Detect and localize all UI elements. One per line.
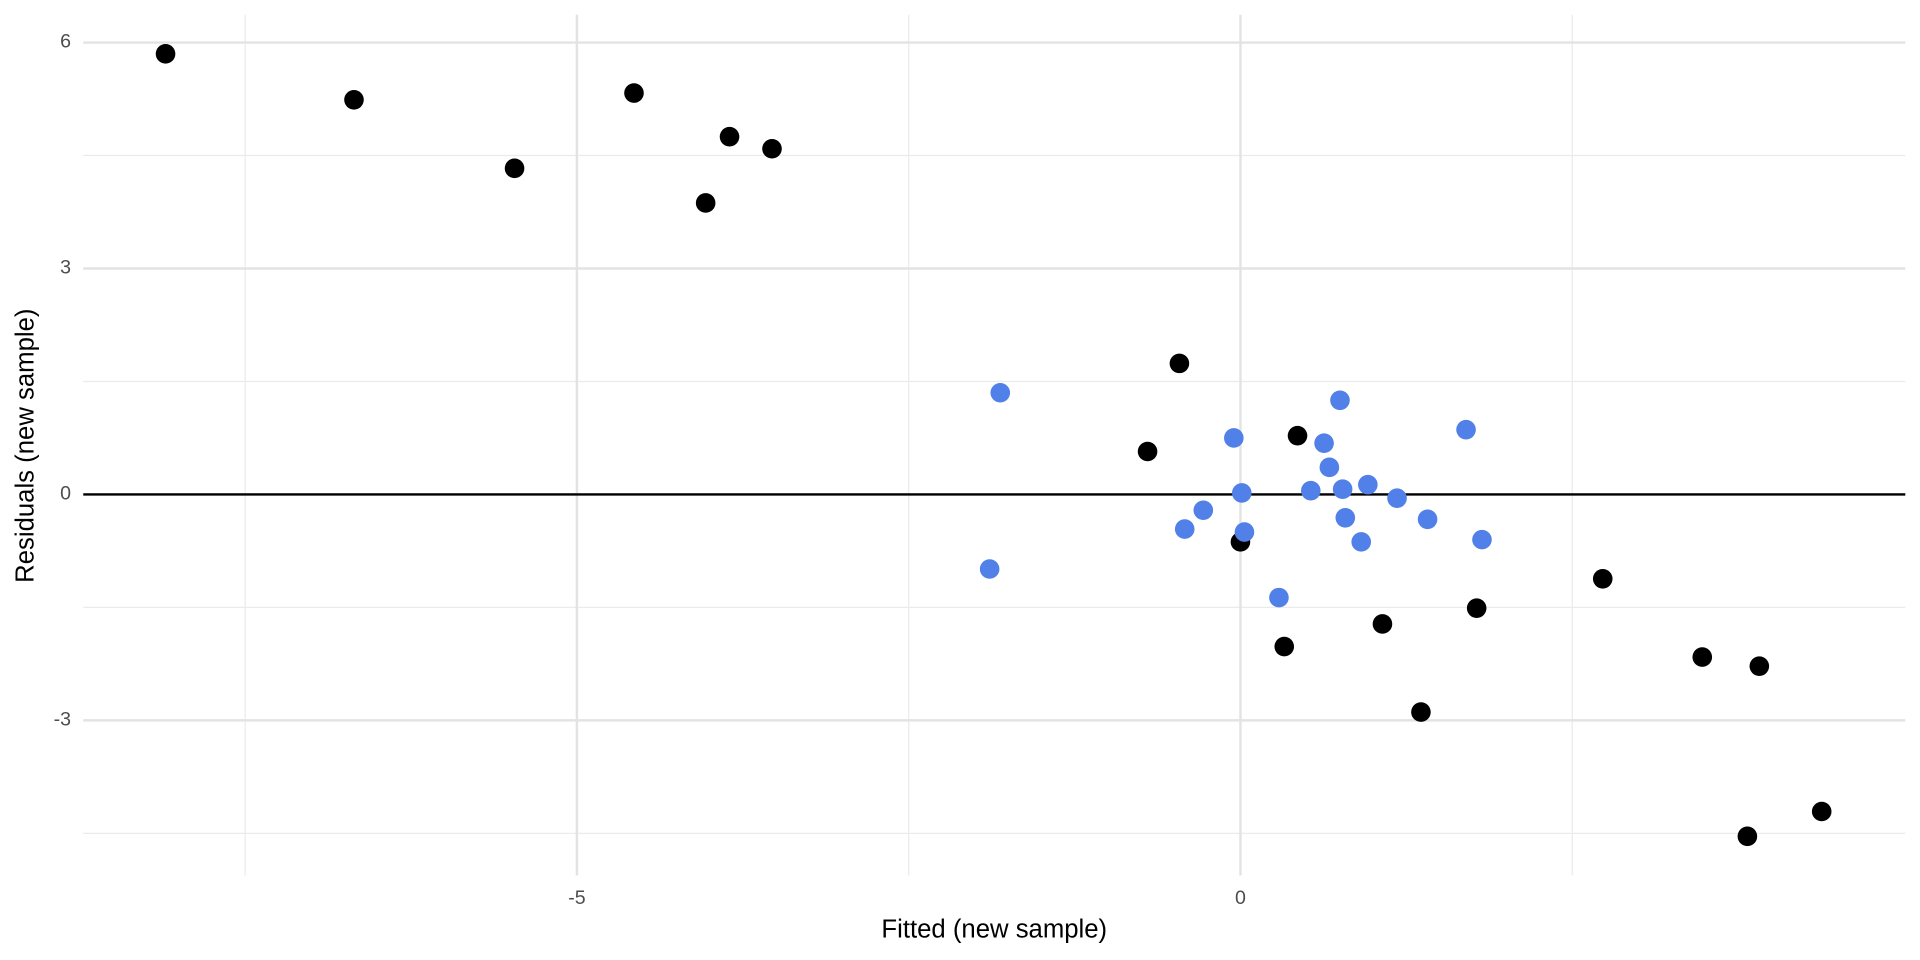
point [1234, 522, 1255, 542]
point [1466, 598, 1487, 618]
point [1137, 441, 1158, 462]
point [1332, 479, 1353, 499]
point [1274, 636, 1295, 657]
y-tick-label: 6 [60, 31, 71, 53]
point [1372, 614, 1393, 634]
point [1472, 529, 1492, 550]
x-axis-title: Fitted (new sample) [881, 915, 1107, 943]
point [624, 83, 644, 103]
point [1335, 507, 1356, 528]
point [1692, 647, 1713, 667]
y-tick-label: 3 [60, 257, 71, 279]
point [1193, 500, 1214, 521]
point [1411, 702, 1431, 722]
point [1811, 801, 1832, 822]
point [344, 90, 364, 110]
point [1737, 826, 1758, 847]
point [1319, 457, 1340, 478]
point [1592, 568, 1613, 589]
point [990, 382, 1011, 403]
point [979, 559, 1000, 579]
point [1224, 428, 1244, 448]
y-tick-label: -3 [54, 709, 72, 731]
point [1231, 483, 1252, 503]
point [695, 193, 716, 213]
point [1330, 390, 1350, 411]
x-tick-label: -5 [568, 887, 586, 909]
point [1169, 353, 1190, 374]
point [1417, 509, 1438, 530]
point [1287, 425, 1308, 446]
point [1358, 474, 1378, 495]
point [504, 158, 525, 179]
point [155, 44, 176, 64]
point [762, 138, 782, 159]
point [1314, 433, 1334, 454]
point [1269, 587, 1289, 608]
point [1456, 419, 1476, 440]
y-axis-title: Residuals (new sample) [12, 309, 40, 583]
x-tick-label: 0 [1235, 887, 1246, 909]
y-tick-label: 0 [60, 483, 71, 505]
point [1749, 656, 1770, 676]
point [1300, 480, 1321, 501]
point [1174, 519, 1195, 539]
point [1387, 488, 1407, 508]
point [719, 126, 740, 147]
point [1351, 532, 1372, 552]
